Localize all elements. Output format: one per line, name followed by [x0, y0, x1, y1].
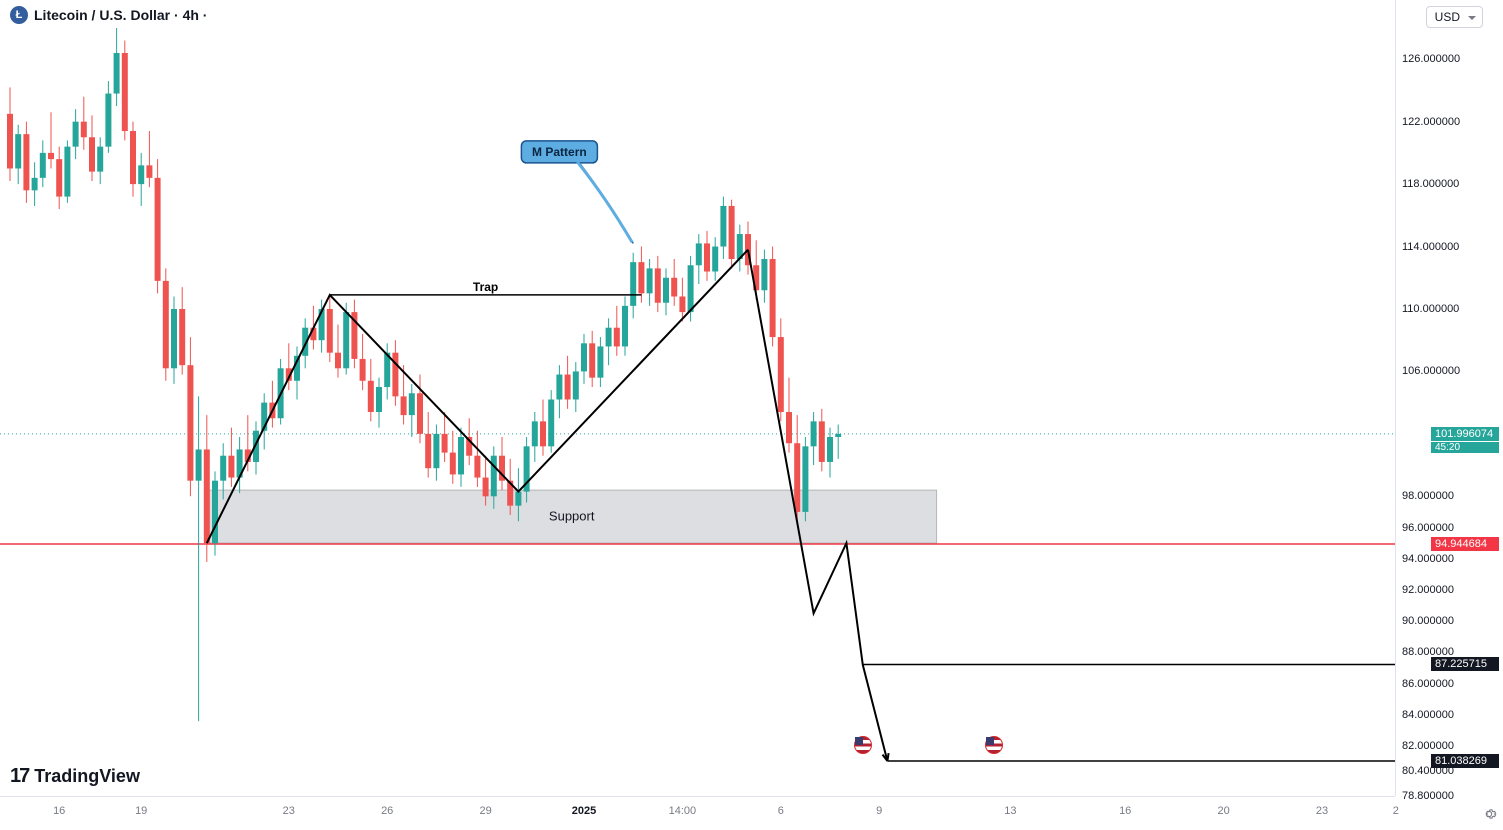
chart-svg: Support Trap M Pattern: [0, 0, 1395, 796]
time-tick: 16: [53, 805, 65, 817]
tradingview-watermark: 17 TradingView: [10, 765, 140, 788]
time-tick: 14:00: [669, 805, 697, 817]
support-label: Support: [549, 509, 595, 524]
price-tick: 78.800000: [1402, 790, 1454, 802]
time-tick: 26: [381, 805, 393, 817]
time-tick: 23: [1316, 805, 1328, 817]
symbol-title: Litecoin / U.S. Dollar · 4h ·: [34, 7, 207, 23]
svg-text:M Pattern: M Pattern: [532, 145, 587, 159]
price-tick: 114.000000: [1402, 241, 1459, 253]
price-tick: 122.000000: [1402, 116, 1460, 128]
price-tick: 106.000000: [1402, 365, 1460, 377]
time-tick: 20: [1217, 805, 1229, 817]
economic-event-badge[interactable]: [854, 736, 872, 754]
price-tick: 94.000000: [1402, 553, 1454, 565]
price-tick: 90.000000: [1402, 615, 1454, 627]
time-tick: 29: [479, 805, 491, 817]
svg-text:Trap: Trap: [473, 280, 498, 294]
price-tick: 84.000000: [1402, 709, 1454, 721]
time-tick: 19: [135, 805, 147, 817]
time-tick: 23: [283, 805, 295, 817]
economic-event-badge[interactable]: [985, 736, 1003, 754]
price-tick: 86.000000: [1402, 678, 1454, 690]
price-label: 101.996074: [1431, 427, 1499, 441]
price-label: 87.225715: [1431, 657, 1499, 671]
settings-icon[interactable]: [1481, 806, 1497, 822]
price-tick: 126.000000: [1402, 53, 1460, 65]
time-tick: 2025: [572, 805, 596, 817]
litecoin-icon: Ł: [10, 6, 28, 24]
price-tick: 92.000000: [1402, 584, 1454, 596]
price-label: 81.038269: [1431, 754, 1499, 768]
currency-select[interactable]: USD: [1426, 6, 1483, 28]
chart-root: Ł Litecoin / U.S. Dollar · 4h · USD Supp…: [0, 0, 1503, 830]
time-tick: 6: [778, 805, 784, 817]
price-label: 94.944684: [1431, 537, 1499, 551]
price-tick: 96.000000: [1402, 522, 1454, 534]
currency-value: USD: [1435, 10, 1460, 24]
price-tick: 118.000000: [1402, 178, 1459, 190]
price-tick: 82.000000: [1402, 740, 1454, 752]
time-axis[interactable]: 1619232629202514:0069131620232: [0, 796, 1395, 830]
tradingview-brand: TradingView: [34, 766, 140, 787]
tradingview-logo-icon: 17: [10, 765, 28, 788]
price-axis[interactable]: 126.000000 122.000000 118.000000 114.000000…: [1395, 0, 1503, 796]
time-tick: 2: [1393, 805, 1399, 817]
price-tick: 98.000000: [1402, 490, 1454, 502]
chart-pane[interactable]: Support Trap M Pattern: [0, 0, 1395, 796]
countdown-label: 45:20: [1431, 442, 1499, 453]
time-tick: 9: [876, 805, 882, 817]
time-tick: 16: [1119, 805, 1131, 817]
time-tick: 13: [1004, 805, 1016, 817]
price-tick: 110.000000: [1402, 303, 1459, 315]
symbol-header: Ł Litecoin / U.S. Dollar · 4h ·: [10, 6, 207, 24]
